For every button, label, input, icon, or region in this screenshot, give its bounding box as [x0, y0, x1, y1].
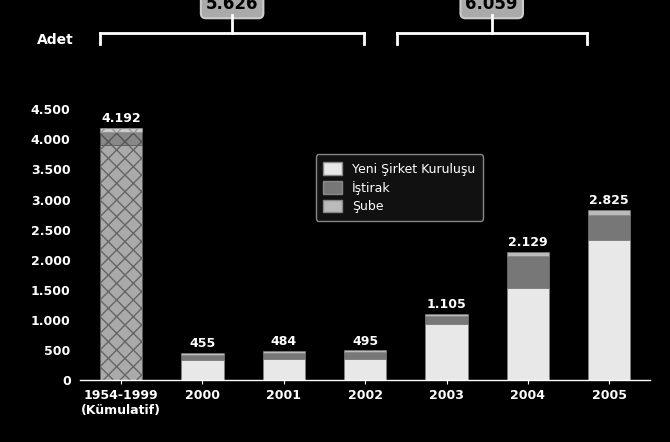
Bar	[182, 360, 224, 380]
Bar	[425, 324, 468, 380]
Text: 484: 484	[271, 335, 297, 348]
Bar	[263, 351, 305, 353]
Bar	[344, 351, 387, 352]
Text: 5.626: 5.626	[206, 0, 259, 13]
Bar	[100, 132, 142, 145]
Bar	[507, 288, 549, 380]
Bar	[588, 210, 630, 215]
Text: Adet: Adet	[37, 33, 74, 47]
Bar	[425, 314, 468, 316]
Bar	[100, 145, 142, 380]
Bar	[507, 256, 549, 288]
Text: 1.105: 1.105	[427, 298, 466, 311]
Bar	[425, 316, 468, 324]
Bar	[588, 215, 630, 240]
Text: 495: 495	[352, 335, 378, 347]
Legend: Yeni Şirket Kuruluşu, İştirak, Şube: Yeni Şirket Kuruluşu, İştirak, Şube	[316, 154, 483, 221]
Bar	[263, 353, 305, 359]
Bar	[588, 240, 630, 380]
Bar	[100, 128, 142, 132]
Bar	[507, 252, 549, 256]
Bar	[182, 353, 224, 354]
Text: 2.129: 2.129	[508, 236, 547, 249]
Bar	[263, 359, 305, 380]
Text: 4.192: 4.192	[101, 112, 141, 125]
Bar	[182, 354, 224, 360]
Text: 455: 455	[190, 337, 216, 350]
Text: 6.059: 6.059	[466, 0, 518, 13]
Bar	[344, 359, 387, 380]
Bar	[344, 352, 387, 359]
Text: 2.825: 2.825	[590, 194, 629, 207]
